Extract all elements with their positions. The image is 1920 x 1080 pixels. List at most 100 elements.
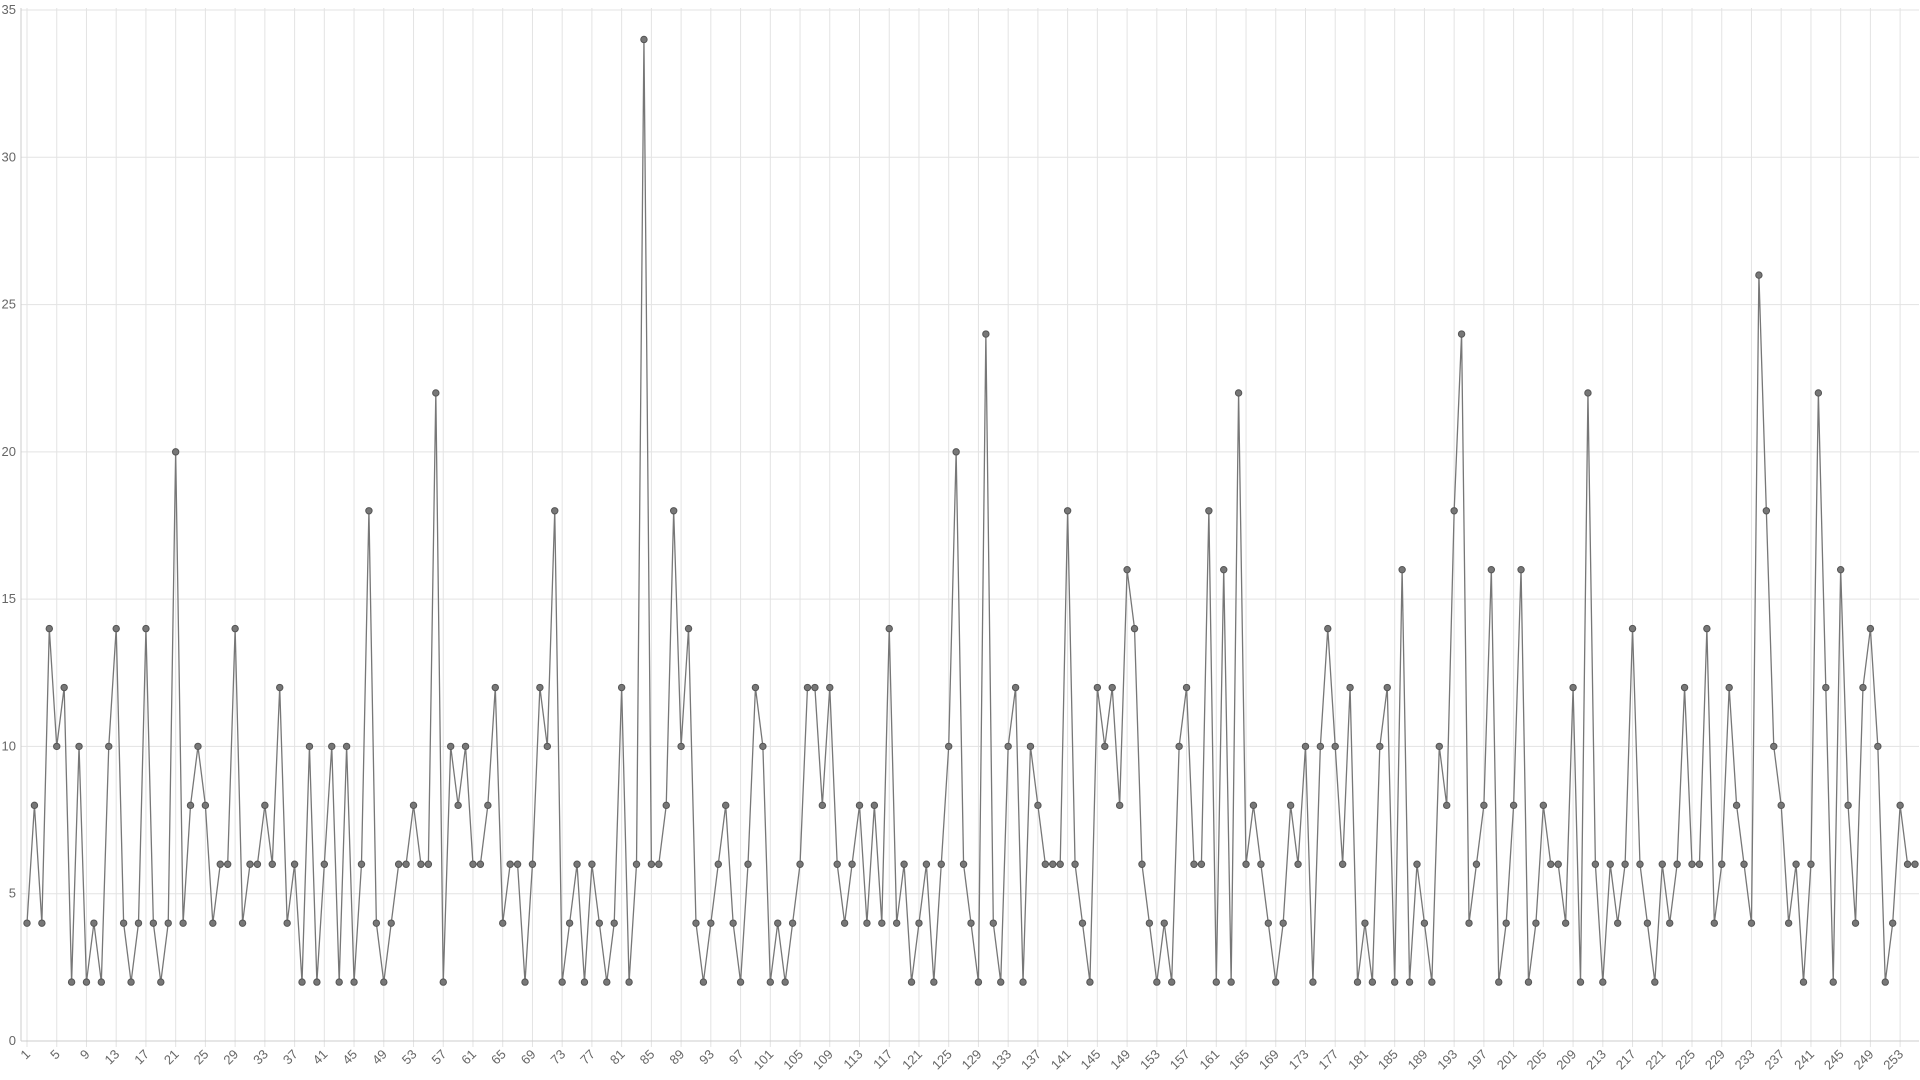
data-point	[290, 860, 299, 868]
data-point	[1257, 860, 1265, 868]
data-point	[305, 742, 314, 751]
data-point	[134, 919, 143, 927]
x-tick-label: 25	[191, 1047, 212, 1068]
x-tick-label: 181	[1345, 1047, 1371, 1073]
data-point	[75, 742, 83, 751]
x-tick-label: 33	[250, 1047, 271, 1068]
x-tick-label: 57	[429, 1047, 450, 1068]
data-point	[1428, 978, 1436, 986]
data-point	[1740, 860, 1748, 868]
data-point	[974, 978, 983, 986]
data-point	[335, 978, 343, 986]
x-tick-label: 141	[1048, 1047, 1074, 1073]
x-tick-label: 217	[1613, 1047, 1639, 1073]
data-point	[1495, 978, 1503, 986]
data-point	[350, 978, 358, 986]
x-tick-label: 37	[280, 1047, 301, 1068]
data-point	[1086, 978, 1094, 986]
x-tick-label: 149	[1107, 1047, 1133, 1073]
data-point	[1866, 624, 1875, 633]
data-point	[1881, 978, 1889, 986]
data-point	[1034, 801, 1042, 810]
data-point	[1383, 683, 1391, 692]
y-tick-label: 20	[2, 444, 16, 459]
x-tick-label: 241	[1791, 1047, 1817, 1073]
data-point	[491, 683, 499, 692]
y-tick-label: 25	[2, 297, 16, 312]
data-point	[1153, 978, 1161, 986]
x-tick-label: 29	[220, 1047, 241, 1068]
data-point	[1799, 978, 1808, 986]
x-tick-label: 109	[810, 1047, 836, 1073]
data-point	[238, 919, 247, 927]
data-point	[1762, 507, 1771, 515]
data-point	[1294, 860, 1302, 868]
data-point	[112, 624, 120, 633]
data-point	[439, 978, 447, 986]
data-point	[558, 978, 566, 986]
data-point	[1264, 919, 1273, 927]
data-point	[1465, 919, 1473, 927]
data-point	[1576, 978, 1585, 986]
data-point	[119, 919, 128, 927]
data-point	[1004, 742, 1012, 751]
data-point	[818, 801, 827, 810]
data-point	[855, 801, 864, 810]
data-point	[1539, 801, 1548, 810]
data-point	[328, 742, 336, 751]
x-tick-label: 177	[1315, 1047, 1341, 1073]
data-point	[1718, 860, 1726, 868]
data-point	[1101, 742, 1109, 751]
data-point	[23, 919, 31, 927]
y-tick-label: 10	[2, 738, 16, 753]
x-tick-label: 133	[988, 1047, 1014, 1073]
data-point	[878, 919, 886, 927]
data-point	[1658, 860, 1666, 868]
data-point	[1405, 978, 1414, 986]
data-point	[677, 742, 685, 751]
data-point	[380, 978, 388, 986]
data-point	[1160, 919, 1168, 927]
data-point	[387, 919, 395, 927]
data-point	[1093, 683, 1102, 692]
data-point	[699, 978, 708, 986]
data-point	[1413, 860, 1421, 868]
data-point	[432, 389, 440, 397]
x-tick-label: 249	[1851, 1047, 1877, 1073]
data-point	[1398, 565, 1406, 574]
x-tick-label: 9	[77, 1047, 93, 1063]
x-tick-label: 117	[870, 1047, 895, 1072]
data-point	[1680, 683, 1689, 692]
data-point	[1643, 919, 1652, 927]
x-tick-label: 233	[1732, 1047, 1758, 1073]
data-point	[484, 801, 492, 810]
data-point	[1220, 565, 1228, 574]
data-point	[536, 683, 544, 692]
data-point	[365, 507, 373, 515]
data-point	[1695, 860, 1704, 868]
data-point	[1584, 389, 1592, 397]
data-point	[231, 624, 239, 633]
data-point	[1019, 978, 1027, 986]
data-point	[1242, 860, 1250, 868]
x-tick-label: 61	[458, 1047, 479, 1068]
data-point	[1688, 860, 1696, 868]
data-point	[1115, 801, 1124, 810]
data-point	[1807, 860, 1815, 868]
x-tick-label: 153	[1137, 1047, 1163, 1073]
data-point	[1509, 801, 1518, 810]
data-point	[1227, 978, 1235, 986]
data-point	[580, 978, 589, 986]
data-point	[543, 742, 552, 751]
x-tick-label: 173	[1286, 1047, 1312, 1073]
x-tick-label: 13	[101, 1047, 122, 1068]
y-tick-label: 5	[9, 886, 16, 901]
data-point	[922, 860, 931, 868]
data-point	[551, 507, 559, 515]
data-point	[1167, 978, 1176, 986]
x-tick-label: 101	[750, 1047, 776, 1073]
data-point	[1651, 978, 1659, 986]
data-point	[142, 624, 150, 633]
data-point	[885, 624, 893, 633]
data-point	[1123, 565, 1131, 574]
